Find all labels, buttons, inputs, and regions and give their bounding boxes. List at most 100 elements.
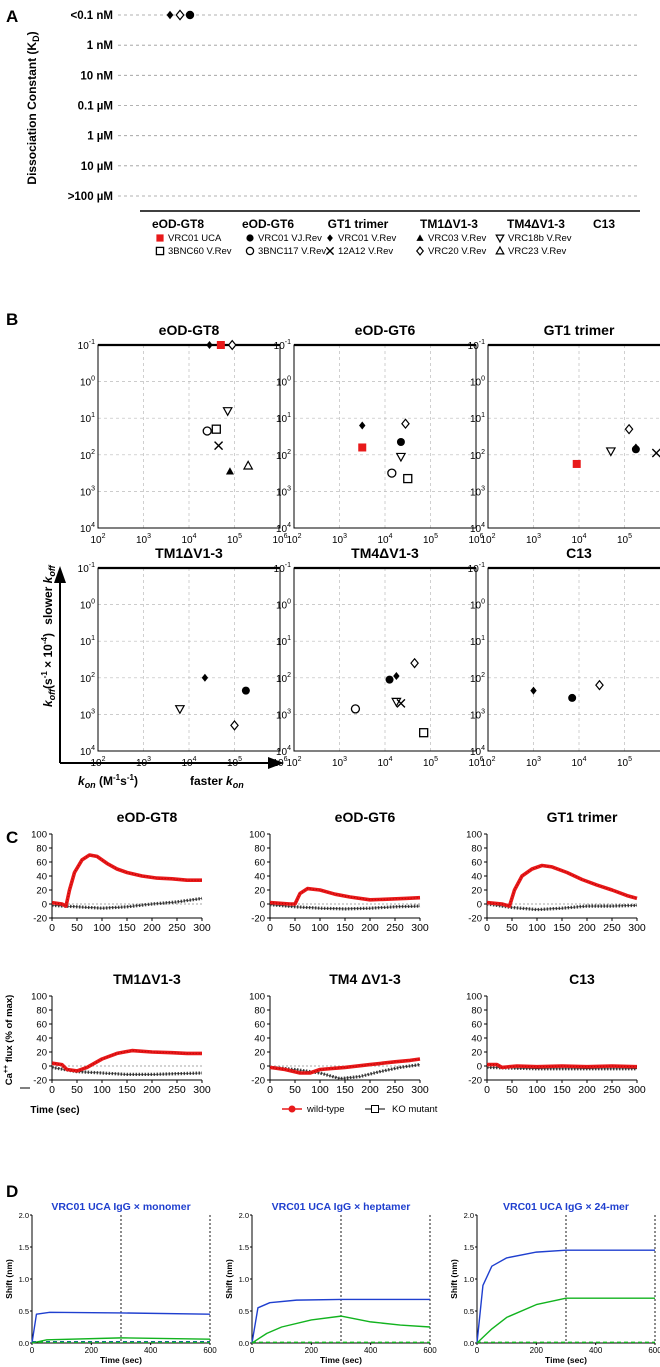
legend-label: VRC01 VJ.Rev — [258, 233, 322, 244]
label-part: 4 — [389, 533, 393, 540]
y-tick-label: 2.0 — [239, 1211, 249, 1220]
x-tick-label: 103 — [136, 533, 151, 546]
label-part: -1 — [285, 339, 291, 346]
x-tick-label: 150 — [118, 1084, 136, 1096]
ko-mutant-line — [269, 904, 421, 910]
y-tick-label: 80 — [471, 1006, 482, 1017]
label-part: faster — [190, 774, 226, 788]
label-part: 10 — [80, 710, 92, 721]
x-tick-label: 50 — [71, 922, 83, 934]
label-part: slower — [41, 583, 55, 624]
label-part: 4 — [91, 522, 95, 529]
label-part: 4 — [389, 756, 393, 763]
plot-title: VRC01 UCA IgG × monomer — [51, 1201, 190, 1213]
y-tick-label: 104 — [80, 522, 95, 535]
legend-marker-filled-triangle — [416, 234, 424, 241]
x-tick-label: 300 — [193, 922, 211, 934]
label-part: ) — [25, 31, 39, 35]
label-part: 2 — [492, 533, 496, 540]
legend-marker-open-square — [155, 246, 165, 256]
point-open-triangle-down — [605, 447, 617, 457]
legend-label: VRC18b V.Rev — [508, 233, 572, 244]
y-tick-label: 80 — [254, 1006, 265, 1017]
category-label: eOD-GT8 — [152, 217, 204, 231]
point-open-triangle — [242, 460, 254, 470]
label-part: s — [120, 774, 127, 788]
label-part: -1 — [479, 339, 485, 346]
label-part: -1 — [40, 671, 49, 679]
x-tick-label: 250 — [168, 922, 186, 934]
y-tick-label: 100 — [470, 599, 485, 612]
y-tick-label: 0.0 — [239, 1339, 249, 1348]
y-tick-label: -20 — [33, 1076, 47, 1087]
label-part: 2 — [298, 533, 302, 540]
plot-frame — [487, 344, 660, 529]
x-tick-label: 0 — [49, 922, 55, 934]
y-tick-label: 0 — [260, 900, 265, 911]
y-tick-label: 1.0 — [239, 1275, 249, 1284]
label-part: 10 — [274, 564, 286, 575]
x-tick-label: 0 — [475, 1346, 480, 1355]
label-part: × 10 — [41, 644, 55, 671]
point-cross — [214, 441, 224, 451]
y-tick-label: 1 µM — [87, 131, 113, 143]
label-part: 10 — [276, 674, 288, 685]
binding-curve — [476, 1249, 655, 1344]
y-tick-label: 80 — [471, 844, 482, 855]
y-tick-label: -20 — [33, 914, 47, 925]
plot-title: eOD-GT8 — [159, 322, 220, 338]
x-tick-label: 250 — [603, 922, 621, 934]
plot-frame — [487, 567, 660, 752]
plot-title: TM1ΔV1-3 — [155, 545, 223, 561]
legend-label: VRC23 V.Rev — [508, 246, 567, 257]
x-tick-label: 250 — [386, 922, 404, 934]
y-tick-label: >100 µM — [68, 191, 113, 203]
label-part: 10 — [470, 378, 482, 389]
x-tick-label: 600 — [203, 1346, 217, 1355]
panel-letter-B: B — [6, 310, 18, 329]
label-part: 0 — [287, 376, 291, 383]
y-tick-label: 102 — [470, 449, 485, 462]
y-tick-label: 0 — [477, 900, 482, 911]
binding-curve — [251, 1298, 430, 1344]
label-part: 1 — [481, 412, 485, 419]
point-filled-diamond — [530, 686, 537, 695]
label-part: (M — [96, 774, 113, 788]
plot-title: TM1ΔV1-3 — [113, 971, 181, 987]
label-part: 10 — [377, 535, 389, 546]
x-tick-label: 200 — [143, 1084, 161, 1096]
point-open-triangle-down — [174, 705, 186, 715]
legend-label: wild-type — [306, 1104, 345, 1115]
label-part: Ca — [4, 1072, 15, 1085]
label-part: 10 — [571, 535, 583, 546]
x-tick-label: 105 — [617, 756, 632, 769]
label-part: 10 — [78, 564, 90, 575]
y-tick-label: 0.1 µM — [78, 101, 113, 113]
label-part: 3 — [343, 533, 347, 540]
y-axis-label: Shift (nm) — [224, 1259, 234, 1299]
label-part: -1 — [479, 562, 485, 569]
legend-marker-cross — [325, 246, 335, 256]
legend-marker-filled-diamond — [327, 234, 333, 242]
x-tick-label: 100 — [528, 922, 546, 934]
plot-title: eOD-GT8 — [117, 809, 178, 825]
label-part: 10 — [332, 758, 344, 769]
label-part: 10 — [90, 535, 102, 546]
point-cross — [651, 448, 660, 458]
koff-kon-plot: TM1ΔV1-310210310410510610-11001011021031… — [78, 545, 288, 769]
label-part: 0 — [287, 599, 291, 606]
y-tick-label: 100 — [31, 992, 47, 1003]
legend-label: VRC01 UCA — [168, 233, 222, 244]
point-filled-circle — [385, 675, 394, 684]
label-part: 0 — [481, 376, 485, 383]
label-part: 10 — [276, 414, 288, 425]
x-tick-label: 100 — [528, 1084, 546, 1096]
wild-type-dots — [51, 1050, 202, 1072]
legend-marker-open-triangle — [495, 245, 505, 255]
label-part: 0 — [481, 599, 485, 606]
x-tick-label: 103 — [332, 533, 347, 546]
label-part: 10 — [272, 535, 284, 546]
x-tick-label: 400 — [589, 1346, 603, 1355]
label-part: 10 — [274, 341, 286, 352]
